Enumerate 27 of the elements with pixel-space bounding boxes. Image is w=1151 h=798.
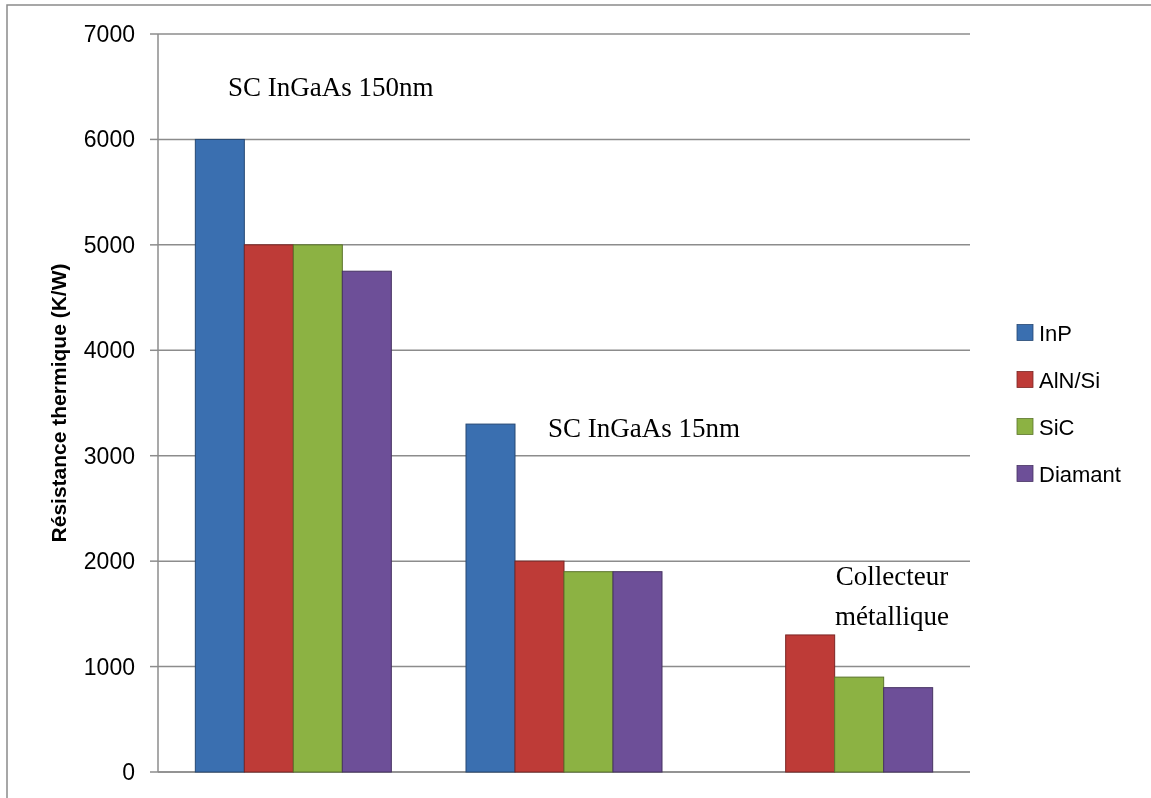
legend-label: Diamant — [1039, 461, 1121, 486]
bar — [563, 571, 614, 773]
bar — [514, 560, 565, 773]
y-tick-label: 0 — [122, 759, 135, 785]
bar — [243, 244, 294, 773]
bar — [612, 571, 663, 773]
bar — [465, 423, 516, 773]
y-axis-title: Résistance thermique (K/W) — [46, 263, 70, 543]
legend-label: AlN/Si — [1039, 367, 1101, 392]
y-tick-label: 5000 — [83, 231, 135, 258]
legend-label: SiC — [1039, 414, 1075, 439]
annotation: Collecteur métallique — [835, 561, 949, 631]
bar — [834, 676, 885, 773]
y-tick-label: 2000 — [83, 548, 135, 575]
legend-label: InP — [1039, 320, 1073, 345]
y-tick-label: 4000 — [83, 337, 135, 364]
y-tick-label: 3000 — [83, 442, 135, 469]
bar — [292, 244, 343, 773]
y-tick-label: 7000 — [83, 21, 135, 47]
bar — [785, 634, 836, 773]
annotation: SC InGaAs 150nm — [228, 72, 434, 102]
annotation: SC InGaAs 15nm — [548, 413, 741, 443]
y-tick-label: 6000 — [83, 126, 135, 153]
bar — [883, 687, 934, 773]
bar — [341, 270, 392, 773]
bar — [194, 138, 245, 773]
y-tick-label: 1000 — [83, 653, 135, 680]
